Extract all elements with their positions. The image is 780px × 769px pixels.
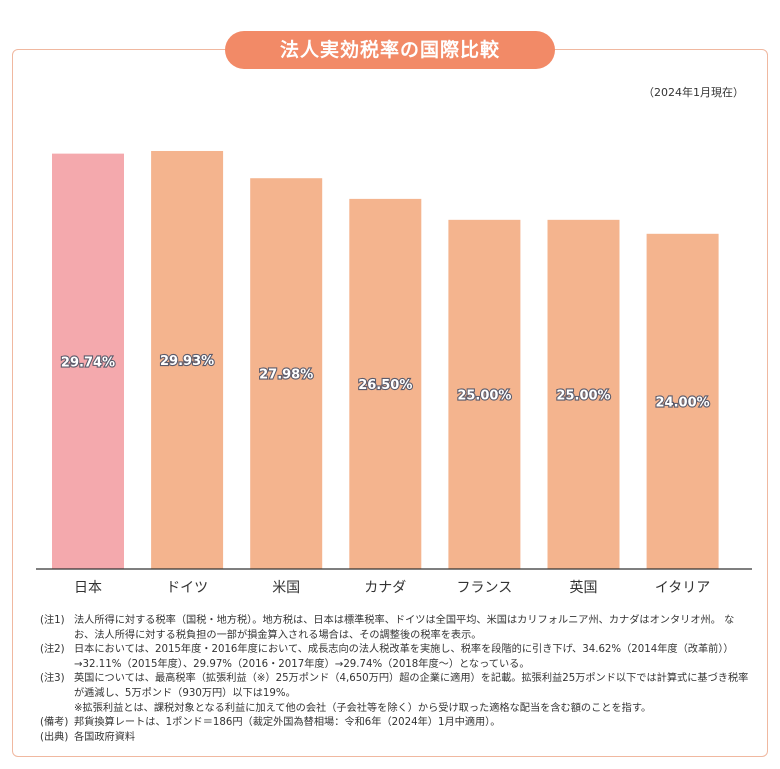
bar-1 bbox=[151, 150, 224, 569]
bar-value-label: 29.74% bbox=[61, 355, 115, 370]
note-tag: (注2) bbox=[40, 644, 65, 656]
category-label: フランス bbox=[457, 580, 513, 596]
category-label: イタリア bbox=[655, 580, 710, 596]
bar-value-label: 25.00% bbox=[457, 388, 511, 403]
note-2: (注2) 日本においては、2015年度・2016年度において、成長志向の法人税改… bbox=[40, 643, 752, 672]
chart-title: 法人実効税率の国際比較 bbox=[225, 31, 555, 69]
bar-value-label: 24.00% bbox=[656, 395, 710, 410]
bar-value-label: 29.93% bbox=[160, 354, 214, 369]
category-label: 日本 bbox=[74, 580, 102, 596]
note-3: (注3) 英国については、最高税率（拡張利益（※）25万ポンド（4,650万円）… bbox=[40, 672, 752, 701]
note-text: ※拡張利益とは、課税対象となる利益に加えて他の会社（子会社等を除く）から受け取っ… bbox=[74, 702, 652, 714]
note-tag: (出典) bbox=[40, 731, 69, 743]
note-source: (出典) 各国政府資料 bbox=[40, 731, 752, 746]
note-1: (注1) 法人所得に対する税率（国税・地方税）。地方税は、日本は標準税率、ドイツ… bbox=[40, 614, 752, 643]
note-remarks: (備考) 邦貨換算レートは、1ポンド＝186円（裁定外国為替相場：令和6年（20… bbox=[40, 716, 752, 731]
bar-5 bbox=[547, 219, 620, 570]
bar-2 bbox=[250, 178, 323, 570]
category-label: カナダ bbox=[364, 580, 406, 596]
note-tag: (注1) bbox=[40, 615, 65, 626]
bar-6 bbox=[646, 233, 719, 570]
notes-section: (注1) 法人所得に対する税率（国税・地方税）。地方税は、日本は標準税率、ドイツ… bbox=[40, 614, 752, 745]
note-text: 英国については、最高税率（拡張利益（※）25万ポンド（4,650万円）超の企業に… bbox=[74, 673, 749, 699]
note-text: 各国政府資料 bbox=[74, 731, 136, 743]
bar-3 bbox=[349, 198, 422, 569]
note-tag: (備考) bbox=[40, 717, 69, 729]
bar-value-label: 26.50% bbox=[358, 378, 412, 393]
note-tag: (注3) bbox=[40, 673, 65, 685]
bar-value-label: 25.00% bbox=[556, 388, 610, 403]
category-label: 米国 bbox=[272, 580, 300, 596]
as-of-date: （2024年1月現在） bbox=[643, 86, 744, 99]
note-text: 法人所得に対する税率（国税・地方税）。地方税は、日本は標準税率、ドイツは全国平均… bbox=[74, 615, 735, 641]
bar-4 bbox=[448, 219, 521, 570]
bar-0 bbox=[52, 153, 124, 569]
note-text: 日本においては、2015年度・2016年度において、成長志向の法人税改革を実施し… bbox=[74, 644, 734, 670]
category-label: 英国 bbox=[570, 579, 598, 596]
note-text: 邦貨換算レートは、1ポンド＝186円（裁定外国為替相場：令和6年（2024年）1… bbox=[74, 717, 501, 729]
bar-value-label: 27.98% bbox=[259, 368, 313, 383]
bar-chart: 29.74% 日本 29.93% ドイツ 27.98% 米国 26.50% カナダ 25.00%… bbox=[36, 150, 752, 596]
category-label: ドイツ bbox=[166, 580, 208, 596]
note-3-supplement: ※拡張利益とは、課税対象となる利益に加えて他の会社（子会社等を除く）から受け取っ… bbox=[40, 702, 752, 717]
